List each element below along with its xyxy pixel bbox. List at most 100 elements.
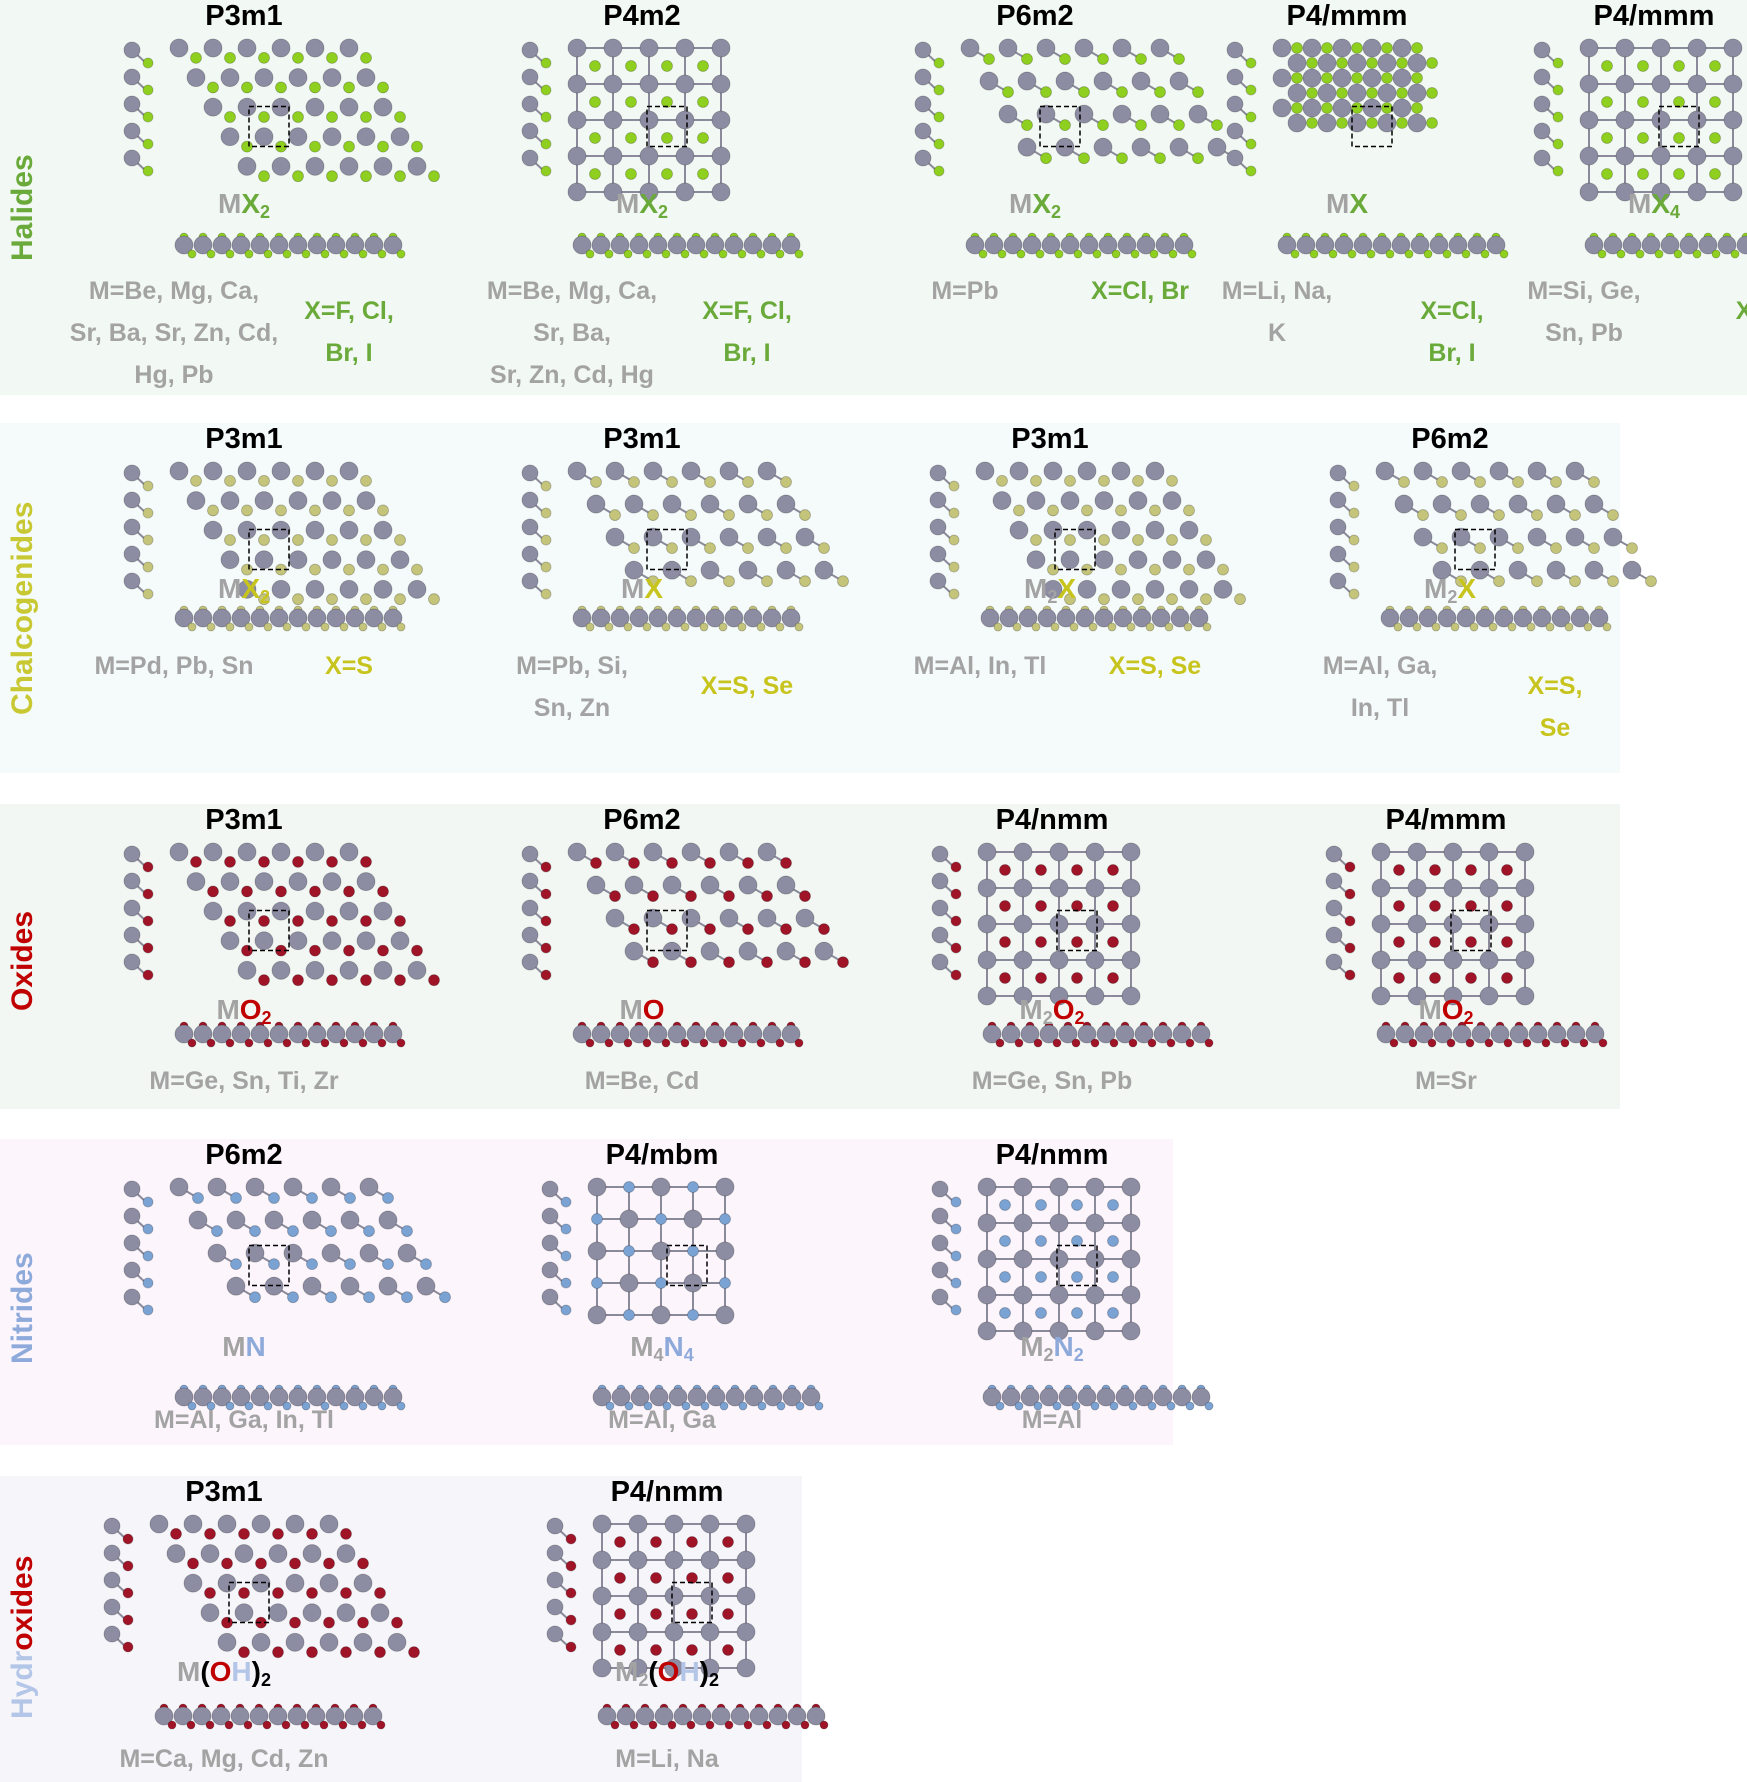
anion-atom [142, 588, 154, 600]
anion-atom [623, 1038, 633, 1048]
crystal-structure [521, 842, 849, 1048]
anion-atom [1601, 168, 1613, 180]
anion-atom [995, 1038, 1005, 1048]
metal-atom [1532, 608, 1552, 628]
metal-atom [743, 235, 763, 255]
metal-atom [1375, 461, 1395, 481]
anion-atom [1351, 42, 1363, 54]
metal-atom [325, 1706, 345, 1726]
metal-atom [1698, 235, 1718, 255]
metal-atom [719, 461, 739, 481]
anion-atom [343, 140, 355, 153]
anion-atom [249, 1225, 261, 1237]
anion-atom [628, 542, 640, 555]
anion-atom [1192, 86, 1204, 98]
metal-atom [103, 1598, 121, 1616]
metal-atom [603, 182, 623, 202]
metal-atom [288, 608, 308, 628]
anion-atom [999, 936, 1011, 948]
anion-atom [686, 1536, 698, 1548]
metal-atom [931, 845, 949, 863]
anion-list: X=Cl, Br [1091, 277, 1189, 305]
metal-atom [207, 1177, 227, 1197]
metal-atom [567, 74, 587, 94]
metal-atom [285, 1514, 305, 1534]
anion-atom [1552, 165, 1564, 177]
metal-atom [1317, 83, 1337, 103]
metal-atom [814, 941, 834, 961]
anion-atom [699, 249, 709, 259]
metal-atom [1347, 83, 1367, 103]
anion-atom [1071, 1235, 1083, 1247]
metal-atom [1584, 560, 1604, 580]
metal-atom [1272, 98, 1292, 118]
anion-atom [1336, 57, 1348, 69]
metal-atom [250, 1387, 270, 1407]
anion-atom [394, 915, 406, 927]
anion-atom [1166, 593, 1178, 606]
anion-atom [650, 1608, 662, 1620]
anion-atom [1442, 249, 1452, 259]
anion-atom [565, 1587, 577, 1599]
crystal-structure [914, 38, 1242, 259]
metal-atom [254, 872, 274, 891]
unit-cell-outline [248, 909, 290, 952]
metal-atom [339, 461, 359, 481]
anion-atom [377, 563, 389, 576]
anion-atom [258, 915, 270, 927]
space-group-title: P3m1 [205, 0, 283, 32]
metal-atom [1429, 235, 1449, 255]
metal-list: M=Be, Cd [584, 1067, 700, 1095]
metal-atom [307, 235, 327, 255]
metal-atom [345, 235, 365, 255]
anion-atom [360, 974, 372, 987]
metal-atom [605, 842, 625, 862]
metal-atom [1515, 986, 1535, 1006]
metal-atom [1546, 494, 1566, 514]
anion-atom [1396, 57, 1408, 69]
metal-atom [592, 1550, 612, 1570]
formula-part: X [1349, 188, 1369, 219]
anion-atom [262, 1720, 272, 1730]
metal-atom [1584, 494, 1604, 514]
anion-atom [1291, 72, 1303, 84]
anion-atom [647, 509, 659, 521]
metal-atom [319, 1514, 339, 1534]
anion-atom [655, 1213, 667, 1225]
metal-atom [1043, 461, 1063, 481]
metal-atom [1179, 579, 1199, 599]
anion-atom [263, 622, 273, 632]
metal-atom [1479, 986, 1499, 1006]
metal-atom [390, 127, 410, 147]
formula-part: M [620, 573, 645, 604]
unit-cell-outline [1054, 528, 1096, 571]
metal-atom [965, 235, 985, 255]
formula-part: M [216, 994, 240, 1025]
metal-atom [1128, 550, 1148, 570]
anion-atom [1107, 1199, 1119, 1211]
metal-atom [628, 1514, 648, 1534]
formula-part: X [639, 188, 658, 219]
metal-atom [715, 1177, 735, 1197]
metal-atom [1039, 1387, 1059, 1407]
anion-atom [1488, 622, 1498, 632]
anion-atom [142, 1250, 154, 1262]
anion-atom [241, 140, 253, 153]
formula-part: M [217, 573, 242, 604]
formula-part: X [1651, 188, 1670, 219]
anion-atom [661, 132, 673, 144]
anion-atom [1569, 509, 1581, 521]
formula-part: X [241, 573, 260, 604]
anion-atom [142, 1304, 154, 1316]
metal-atom [1085, 1249, 1105, 1269]
anion-atom [1709, 60, 1721, 72]
anion-atom [1411, 42, 1423, 54]
anion-atom [377, 944, 389, 957]
metal-atom [1515, 914, 1535, 934]
anion-atom [722, 1536, 734, 1548]
anion-atom [623, 1309, 635, 1321]
anion-atom [540, 534, 552, 546]
metal-atom [1651, 182, 1671, 202]
metal-atom [929, 464, 947, 482]
metal-atom [1533, 95, 1551, 113]
